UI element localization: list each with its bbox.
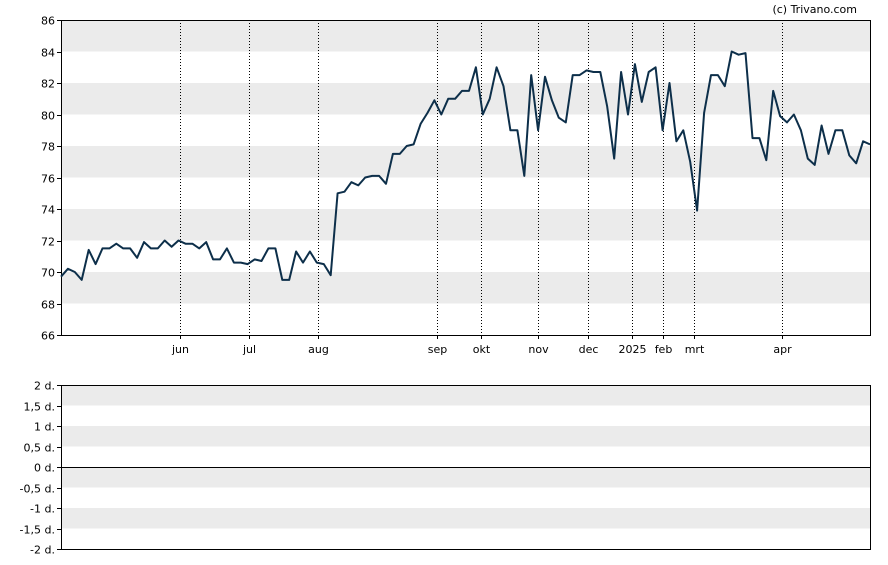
sub-chart-y-axis: 2 d. 1,5 d. 1 d. 0,5 d. 0 d. -0,5 d. -1 d. -1,5… [20, 380, 61, 557]
x-tick-label: mrt [685, 343, 705, 356]
x-tick-label: aug [308, 343, 329, 356]
y-tick-label: 80 [41, 110, 55, 123]
y-tick-label: 72 [41, 236, 55, 249]
y-tick-label: 74 [41, 204, 55, 217]
y-tick-label: 70 [41, 267, 55, 280]
sub-y-tick-label: -1,5 d. [20, 524, 55, 537]
y-tick-label: 86 [41, 15, 55, 28]
main-band [61, 83, 870, 115]
sub-band [61, 385, 870, 406]
main-chart-x-axis: jun jul aug sep okt nov dec 2025 feb mrt apr [171, 335, 792, 356]
sub-y-tick-label: 1 d. [34, 421, 55, 434]
y-tick-label: 78 [41, 141, 55, 154]
y-tick-label: 84 [41, 47, 55, 60]
sub-y-tick-label: 1,5 d. [24, 401, 55, 414]
y-tick-label: 68 [41, 299, 55, 312]
x-tick-label: sep [428, 343, 447, 356]
copyright-text: (c) Trivano.com [772, 3, 857, 16]
y-tick-label: 82 [41, 78, 55, 91]
x-tick-label: 2025 [619, 343, 647, 356]
main-band [61, 272, 870, 304]
x-tick-label: jun [171, 343, 189, 356]
sub-y-tick-label: 2 d. [34, 380, 55, 393]
main-band [61, 146, 870, 178]
sub-y-tick-label: 0 d. [34, 462, 55, 475]
sub-band [61, 426, 870, 447]
main-chart-frame [61, 20, 871, 336]
x-tick-label: dec [579, 343, 599, 356]
main-band [61, 209, 870, 241]
y-tick-label: 66 [41, 330, 55, 343]
sub-y-tick-label: 0,5 d. [24, 442, 55, 455]
main-chart-series [60, 50, 871, 281]
y-tick-label: 76 [41, 173, 55, 186]
sub-y-tick-label: -0,5 d. [20, 483, 55, 496]
x-tick-label: nov [528, 343, 549, 356]
price-series-line [60, 50, 871, 281]
sub-chart-frame [61, 385, 871, 550]
x-tick-label: okt [473, 343, 491, 356]
x-tick-label: apr [773, 343, 792, 356]
main-plot-frame [61, 20, 871, 336]
sub-band [61, 508, 870, 529]
sub-chart-bands [61, 385, 870, 529]
sub-band [61, 467, 870, 488]
x-tick-label: feb [655, 343, 673, 356]
main-band [61, 20, 870, 52]
main-chart-y-axis: 66 68 70 72 74 76 78 80 82 84 86 [41, 15, 61, 343]
main-chart-bands [61, 20, 870, 304]
sub-y-tick-label: -2 d. [30, 544, 55, 557]
x-tick-label: jul [242, 343, 256, 356]
sub-y-tick-label: -1 d. [30, 503, 55, 516]
